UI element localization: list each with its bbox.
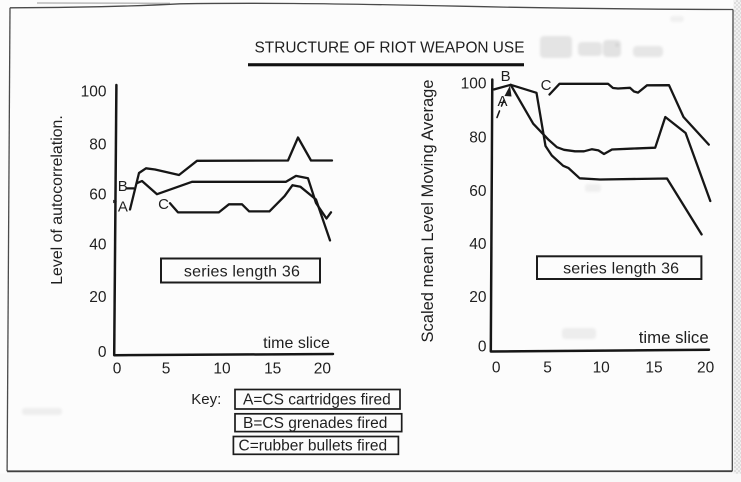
svg-text:15: 15 [264, 361, 281, 378]
svg-text:40: 40 [469, 236, 487, 253]
svg-text:0: 0 [478, 338, 487, 355]
svg-text:B: B [118, 178, 128, 195]
svg-text:60: 60 [469, 183, 487, 200]
svg-text:time slice: time slice [639, 328, 709, 347]
svg-text:20: 20 [469, 289, 487, 306]
svg-text:20: 20 [89, 289, 107, 306]
svg-text:60: 60 [89, 186, 107, 203]
svg-text:B: B [501, 68, 511, 85]
svg-text:A: A [118, 199, 128, 216]
svg-text:15: 15 [645, 360, 662, 377]
svg-text:10: 10 [213, 361, 231, 378]
svg-text:Level of autocorrelation.: Level of autocorrelation. [49, 115, 66, 285]
svg-text:STRUCTURE OF RIOT WEAPON USE: STRUCTURE OF RIOT WEAPON USE [255, 40, 525, 57]
svg-text:10: 10 [593, 360, 611, 377]
svg-text:B=CS grenades fired: B=CS grenades fired [243, 415, 387, 432]
svg-text:20: 20 [314, 361, 332, 378]
svg-text:C: C [158, 196, 169, 213]
svg-text:0: 0 [113, 361, 122, 378]
svg-text:40: 40 [89, 236, 107, 253]
svg-text:80: 80 [89, 136, 107, 153]
svg-text:A: A [497, 93, 507, 110]
svg-text:20: 20 [697, 360, 715, 377]
svg-text:80: 80 [469, 130, 487, 147]
svg-text:5: 5 [543, 360, 552, 377]
svg-text:0: 0 [98, 344, 107, 361]
svg-text:100: 100 [81, 84, 107, 101]
svg-text:C=rubber bullets fired: C=rubber bullets fired [239, 438, 388, 455]
svg-text:time slice: time slice [263, 335, 330, 352]
svg-text:C: C [541, 77, 552, 94]
svg-text:series length 36: series length 36 [563, 261, 679, 278]
svg-text:5: 5 [162, 361, 171, 378]
svg-text:100: 100 [461, 76, 487, 93]
svg-text:A=CS cartridges fired: A=CS cartridges fired [243, 392, 391, 409]
svg-text:Key:: Key: [191, 391, 221, 408]
svg-text:0: 0 [492, 360, 501, 377]
svg-text:Scaled mean Level Moving Avera: Scaled mean Level Moving Average [419, 80, 437, 343]
svg-text:series length 36: series length 36 [184, 264, 300, 281]
